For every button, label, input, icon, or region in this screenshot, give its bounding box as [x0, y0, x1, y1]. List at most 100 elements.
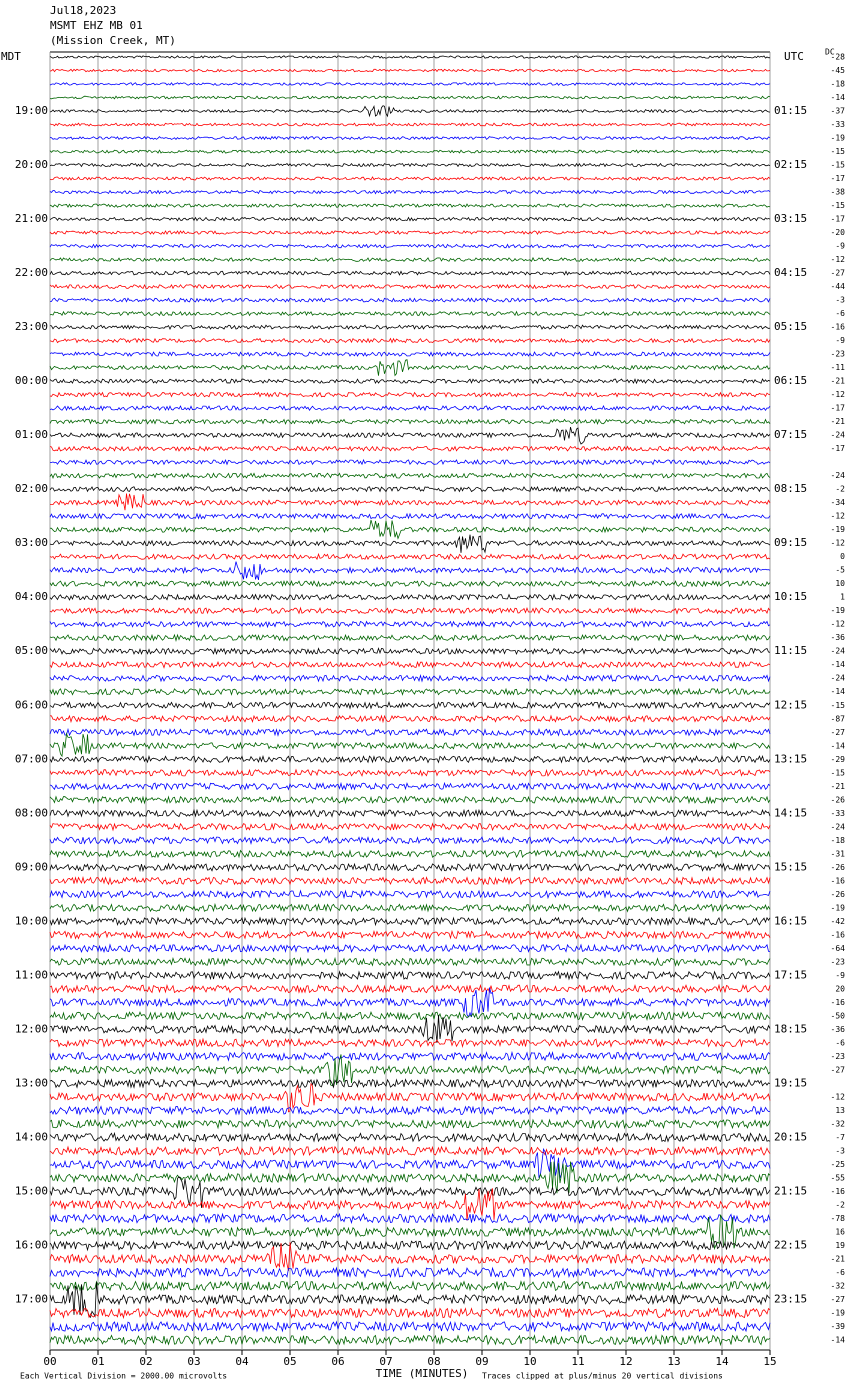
trace [49, 512, 771, 520]
dc-offset: -2 [835, 485, 845, 494]
mdt-label: 23:00 [15, 320, 48, 333]
utc-label: 22:15 [774, 1238, 807, 1251]
utc-label: 23:15 [774, 1292, 807, 1305]
trace [49, 162, 771, 168]
trace [49, 701, 771, 710]
mdt-label: 22:00 [15, 266, 48, 279]
trace [49, 1054, 771, 1087]
dc-offset: -9 [835, 242, 845, 251]
trace [49, 337, 771, 344]
dc-offset: -17 [831, 174, 846, 183]
dc-offset: -36 [831, 1025, 846, 1034]
dc-offset: -17 [831, 215, 846, 224]
dc-offset: -17 [831, 404, 846, 413]
dc-offset: -33 [831, 120, 846, 129]
dc-offset: -27 [831, 269, 846, 278]
dc-offset: -17 [831, 444, 846, 453]
left-axis-title: MDT [1, 50, 21, 63]
dc-offset: -6 [835, 1038, 845, 1047]
dc-offset: -12 [831, 620, 846, 629]
trace [49, 1188, 771, 1221]
location: (Mission Creek, MT) [50, 34, 176, 47]
x-axis-title: TIME (MINUTES) [376, 1367, 469, 1380]
trace [49, 1334, 771, 1347]
trace [49, 606, 771, 615]
dc-offset: -27 [831, 1065, 846, 1074]
dc-offset: -3 [835, 296, 845, 305]
station: MSMT EHZ MB 01 [50, 19, 143, 32]
dc-offset: -3 [835, 1146, 845, 1155]
dc-offset: -24 [831, 674, 846, 683]
dc-offset: -27 [831, 1295, 846, 1304]
trace [49, 122, 771, 127]
dc-offset: -39 [831, 1322, 846, 1331]
trace [49, 95, 771, 100]
trace [49, 889, 771, 900]
trace [49, 426, 771, 445]
trace [49, 1214, 771, 1251]
mdt-label: 04:00 [15, 590, 48, 603]
mdt-label: 08:00 [15, 806, 48, 819]
dc-offset: -6 [835, 1268, 845, 1277]
dc-offset: -15 [831, 147, 846, 156]
dc-offset: -33 [831, 809, 846, 818]
mdt-label: 20:00 [15, 158, 48, 171]
trace [49, 552, 771, 561]
trace [49, 458, 771, 466]
x-tick-label: 02 [139, 1355, 152, 1368]
dc-offset: -15 [831, 201, 846, 210]
dc-offset: -12 [831, 512, 846, 521]
trace [49, 55, 771, 59]
trace [49, 983, 771, 994]
trace [49, 875, 771, 886]
trace [49, 943, 771, 954]
trace [49, 593, 771, 601]
mdt-label: 17:00 [15, 1292, 48, 1305]
dc-offset: -23 [831, 350, 846, 359]
dc-offset: -50 [831, 1011, 846, 1020]
dc-offset: -16 [831, 876, 846, 885]
dc-offset: -9 [835, 971, 845, 980]
dc-offset: 0 [840, 552, 845, 561]
dc-offset: -42 [831, 917, 846, 926]
x-tick-label: 11 [571, 1355, 584, 1368]
trace [49, 1050, 771, 1062]
trace [49, 230, 771, 236]
utc-label: 17:15 [774, 968, 807, 981]
utc-label: 18:15 [774, 1022, 807, 1035]
trace [49, 1266, 771, 1279]
dc-offset: -12 [831, 1092, 846, 1101]
trace [49, 620, 771, 629]
mdt-label: 16:00 [15, 1238, 48, 1251]
trace [49, 714, 771, 724]
dc-offset: -37 [831, 107, 846, 116]
trace [49, 378, 771, 385]
trace [49, 579, 771, 588]
trace [49, 1147, 771, 1180]
utc-label: 13:15 [774, 752, 807, 765]
dc-offset: 10 [835, 579, 845, 588]
dc-offset: -18 [831, 836, 846, 845]
dc-offset: -21 [831, 1254, 846, 1263]
trace [49, 647, 771, 656]
dc-offset: -24 [831, 471, 846, 480]
trace [49, 270, 771, 276]
x-tick-label: 13 [667, 1355, 680, 1368]
trace [49, 987, 771, 1018]
x-tick-label: 08 [427, 1355, 440, 1368]
mdt-label: 07:00 [15, 752, 48, 765]
trace [49, 135, 771, 141]
utc-label: 04:15 [774, 266, 807, 279]
dc-offset: -19 [831, 525, 846, 534]
dc-offset: -21 [831, 377, 846, 386]
utc-label: 14:15 [774, 806, 807, 819]
x-tick-label: 00 [43, 1355, 56, 1368]
dc-offset: -28 [831, 53, 846, 62]
trace [49, 405, 771, 412]
x-tick-label: 07 [379, 1355, 392, 1368]
dc-offset: -26 [831, 863, 846, 872]
mdt-label: 09:00 [15, 860, 48, 873]
trace [49, 808, 771, 818]
trace [49, 82, 771, 86]
dc-offset: -23 [831, 1052, 846, 1061]
